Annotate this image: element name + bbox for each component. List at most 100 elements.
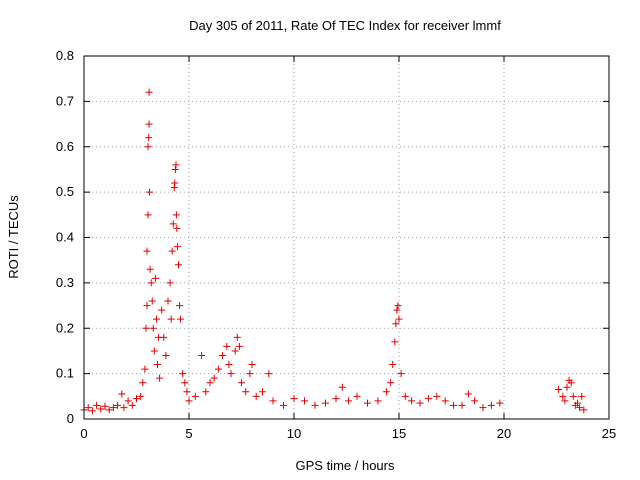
data-point — [133, 395, 140, 403]
data-point — [177, 315, 185, 323]
data-point — [252, 392, 260, 400]
data-point — [382, 388, 390, 396]
data-point — [223, 342, 231, 350]
x-tick-label: 25 — [602, 426, 616, 441]
data-point — [202, 388, 210, 396]
data-point — [269, 397, 277, 405]
data-point — [144, 211, 152, 219]
data-point — [146, 265, 154, 273]
data-point — [561, 397, 569, 405]
data-point — [397, 370, 405, 378]
data-point — [450, 401, 458, 409]
x-tick-label: 10 — [287, 426, 301, 441]
data-point — [487, 401, 495, 409]
data-point — [181, 379, 189, 387]
data-point — [214, 365, 222, 373]
data-point — [173, 243, 181, 251]
x-tick-label: 0 — [80, 426, 87, 441]
data-point — [322, 399, 329, 407]
data-point — [114, 401, 122, 409]
data-point — [290, 395, 298, 403]
data-point — [149, 324, 157, 332]
data-point — [176, 302, 184, 310]
data-points — [80, 88, 588, 415]
chart-title: Day 305 of 2011, Rate Of TEC Index for r… — [189, 18, 501, 33]
data-point — [183, 388, 191, 396]
y-tick-label: 0.1 — [56, 366, 74, 381]
data-point — [167, 315, 175, 323]
data-point — [559, 392, 567, 400]
data-point — [144, 143, 152, 151]
y-tick-label: 0.8 — [56, 48, 74, 63]
data-point — [141, 365, 149, 373]
data-point — [210, 374, 218, 382]
data-point — [227, 370, 235, 378]
x-tick-label: 20 — [497, 426, 511, 441]
data-point — [93, 401, 101, 409]
data-point — [235, 342, 243, 350]
data-point — [191, 392, 199, 400]
data-point — [464, 390, 472, 398]
data-point — [139, 379, 147, 387]
data-point — [158, 306, 166, 314]
data-point — [242, 388, 250, 396]
data-point — [128, 401, 136, 409]
data-point — [150, 347, 158, 355]
data-point — [137, 392, 145, 400]
data-point — [154, 361, 161, 369]
data-point — [392, 320, 400, 328]
y-axis-ticks: 0 0.1 0.2 0.3 0.4 0.5 0.6 0.7 0.8 — [56, 48, 609, 426]
y-tick-label: 0.2 — [56, 320, 74, 335]
data-point — [171, 165, 179, 173]
data-point — [162, 351, 170, 359]
x-axis-label: GPS time / hours — [296, 458, 395, 473]
data-point — [576, 404, 584, 412]
data-point — [555, 386, 563, 394]
data-point — [179, 370, 187, 378]
data-point — [120, 404, 128, 412]
data-point — [332, 395, 340, 403]
data-point — [301, 397, 308, 405]
y-tick-label: 0.7 — [56, 93, 74, 108]
data-point — [206, 379, 214, 387]
data-point — [97, 405, 105, 413]
data-point — [109, 404, 117, 412]
data-point — [578, 392, 586, 400]
data-point — [143, 302, 151, 310]
data-point — [148, 297, 156, 305]
data-point — [124, 397, 132, 405]
data-point — [175, 261, 182, 269]
data-point — [146, 188, 154, 196]
data-point — [374, 397, 382, 405]
data-point — [145, 88, 153, 96]
data-point — [311, 401, 319, 409]
data-point — [265, 370, 273, 378]
data-point — [248, 361, 256, 369]
y-tick-label: 0.3 — [56, 275, 74, 290]
y-tick-label: 0.4 — [56, 230, 74, 245]
data-point — [225, 361, 233, 369]
data-point — [185, 397, 193, 405]
data-point — [143, 247, 151, 255]
data-point — [345, 397, 353, 405]
data-point — [152, 315, 160, 323]
data-point — [471, 397, 479, 405]
data-point — [353, 392, 361, 400]
data-point — [479, 404, 487, 412]
data-point — [166, 279, 174, 287]
data-point — [259, 388, 266, 396]
data-point — [172, 161, 180, 169]
data-point — [394, 302, 402, 310]
data-point — [389, 361, 397, 369]
data-point — [246, 370, 254, 378]
data-point — [238, 379, 245, 387]
data-point — [101, 402, 109, 410]
data-point — [231, 347, 239, 355]
x-tick-label: 5 — [185, 426, 192, 441]
x-tick-label: 15 — [392, 426, 406, 441]
data-point — [151, 274, 159, 282]
data-point — [395, 315, 403, 323]
data-point — [364, 399, 371, 407]
data-point — [387, 379, 395, 387]
